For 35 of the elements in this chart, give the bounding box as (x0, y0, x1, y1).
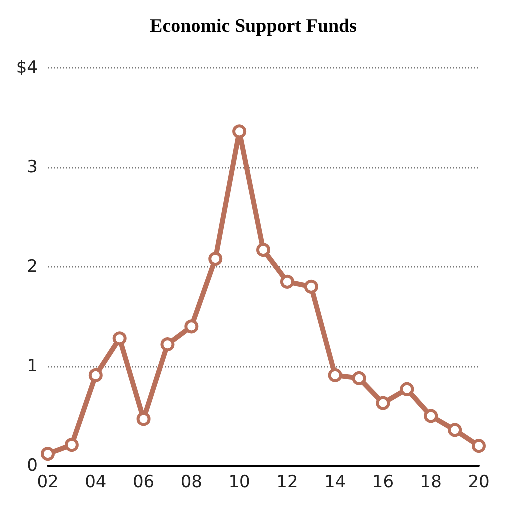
point (41, 447, 55, 462)
x-tick-label: 20 (468, 472, 490, 492)
y-tick-label: $4 (16, 58, 38, 78)
y-tick-label: 2 (27, 257, 38, 277)
x-tick-label: 10 (228, 472, 250, 492)
y-tick-label: 1 (27, 356, 38, 376)
point (376, 396, 390, 410)
point (424, 409, 438, 424)
y-tick-label: 0 (27, 456, 38, 476)
x-tick-label: 16 (372, 472, 394, 492)
point (136, 412, 151, 426)
point (256, 243, 270, 258)
point (208, 252, 223, 266)
point (304, 280, 318, 294)
chart-title: Economic Support Funds (150, 16, 357, 37)
x-tick-label: 02 (37, 472, 59, 492)
point (160, 338, 175, 352)
y-tick-label: 3 (27, 158, 38, 178)
point (472, 439, 486, 454)
point (280, 274, 294, 289)
point (328, 368, 342, 382)
x-tick-label: 18 (420, 472, 442, 492)
x-tick-label: 08 (180, 472, 202, 492)
x-tick-label: 14 (324, 472, 346, 492)
point (184, 320, 199, 334)
point (448, 423, 462, 438)
point (64, 438, 79, 452)
point (112, 332, 127, 346)
x-tick-label: 04 (85, 472, 107, 492)
x-tick-label: 12 (276, 472, 298, 492)
point (88, 368, 103, 382)
point (400, 382, 414, 396)
point (352, 371, 366, 386)
point (232, 124, 247, 139)
x-tick-label: 06 (132, 472, 155, 492)
